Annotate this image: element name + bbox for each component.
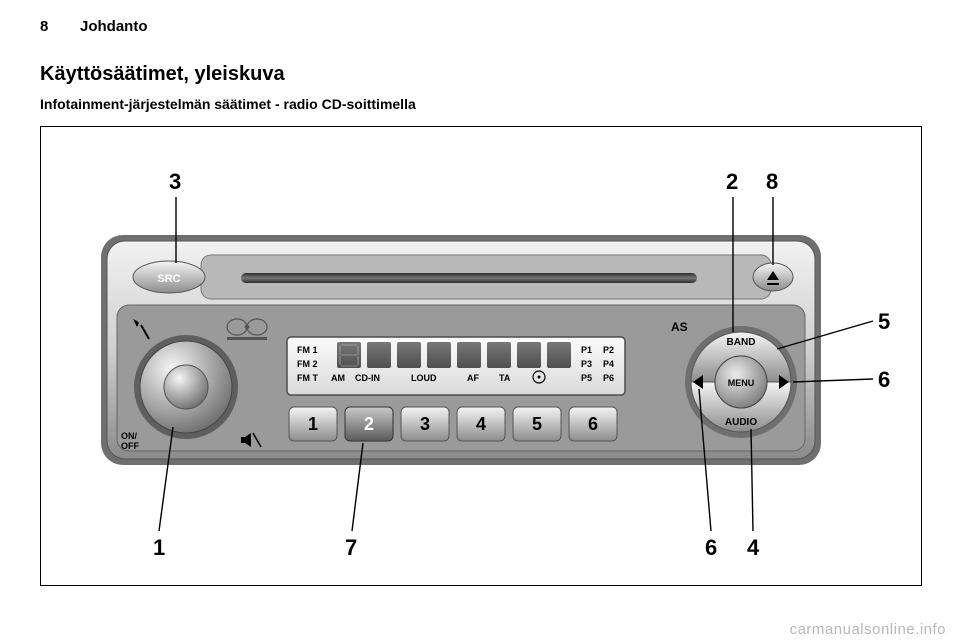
svg-text:MENU: MENU <box>728 378 755 388</box>
src-button[interactable]: SRC <box>133 261 205 293</box>
svg-text:P4: P4 <box>603 359 614 369</box>
svg-text:6: 6 <box>588 414 598 434</box>
radio-figure: 3 2 8 5 6 1 7 6 4 <box>40 126 922 586</box>
svg-text:P5: P5 <box>581 373 592 383</box>
svg-text:AM: AM <box>331 373 345 383</box>
preset-4-button[interactable]: 4 <box>457 407 505 441</box>
subtitle: Infotainment-järjestelmän säätimet - rad… <box>40 96 920 112</box>
svg-text:SRC: SRC <box>157 273 180 285</box>
onoff-label: ON/ <box>121 431 138 441</box>
svg-text:3: 3 <box>420 414 430 434</box>
svg-text:FM 1: FM 1 <box>297 345 318 355</box>
menu-button[interactable]: MENU <box>715 356 767 408</box>
svg-text:1: 1 <box>308 414 318 434</box>
svg-text:TA: TA <box>499 373 511 383</box>
preset-2-button[interactable]: 2 <box>345 407 393 441</box>
svg-text:5: 5 <box>532 414 542 434</box>
svg-text:2: 2 <box>364 414 374 434</box>
preset-5-button[interactable]: 5 <box>513 407 561 441</box>
radio-svg: SRC O <box>41 127 921 585</box>
svg-text:4: 4 <box>476 414 486 434</box>
svg-text:FM 2: FM 2 <box>297 359 318 369</box>
page-number: 8 <box>40 18 80 35</box>
chapter-title: Johdanto <box>80 18 148 35</box>
svg-text:BAND: BAND <box>727 337 756 348</box>
svg-text:OFF: OFF <box>121 441 139 451</box>
preset-3-button[interactable]: 3 <box>401 407 449 441</box>
svg-text:P2: P2 <box>603 345 614 355</box>
watermark: carmanualsonline.info <box>790 621 946 638</box>
svg-text:LOUD: LOUD <box>411 373 437 383</box>
svg-text:P6: P6 <box>603 373 614 383</box>
svg-text:AUDIO: AUDIO <box>725 417 757 428</box>
section-title: Käyttösäätimet, yleiskuva <box>40 63 920 86</box>
svg-text:CD-IN: CD-IN <box>355 373 380 383</box>
eject-button[interactable] <box>753 263 793 291</box>
svg-text:AF: AF <box>467 373 479 383</box>
preset-6-button[interactable]: 6 <box>569 407 617 441</box>
as-label: AS <box>671 320 688 334</box>
volume-knob[interactable] <box>134 335 238 439</box>
preset-1-button[interactable]: 1 <box>289 407 337 441</box>
svg-text:FM T: FM T <box>297 373 318 383</box>
svg-text:P1: P1 <box>581 345 592 355</box>
svg-text:P3: P3 <box>581 359 592 369</box>
radio-display: FM 1 FM 2 FM T AM CD-IN LOUD AF TA P1 P2… <box>287 337 625 395</box>
